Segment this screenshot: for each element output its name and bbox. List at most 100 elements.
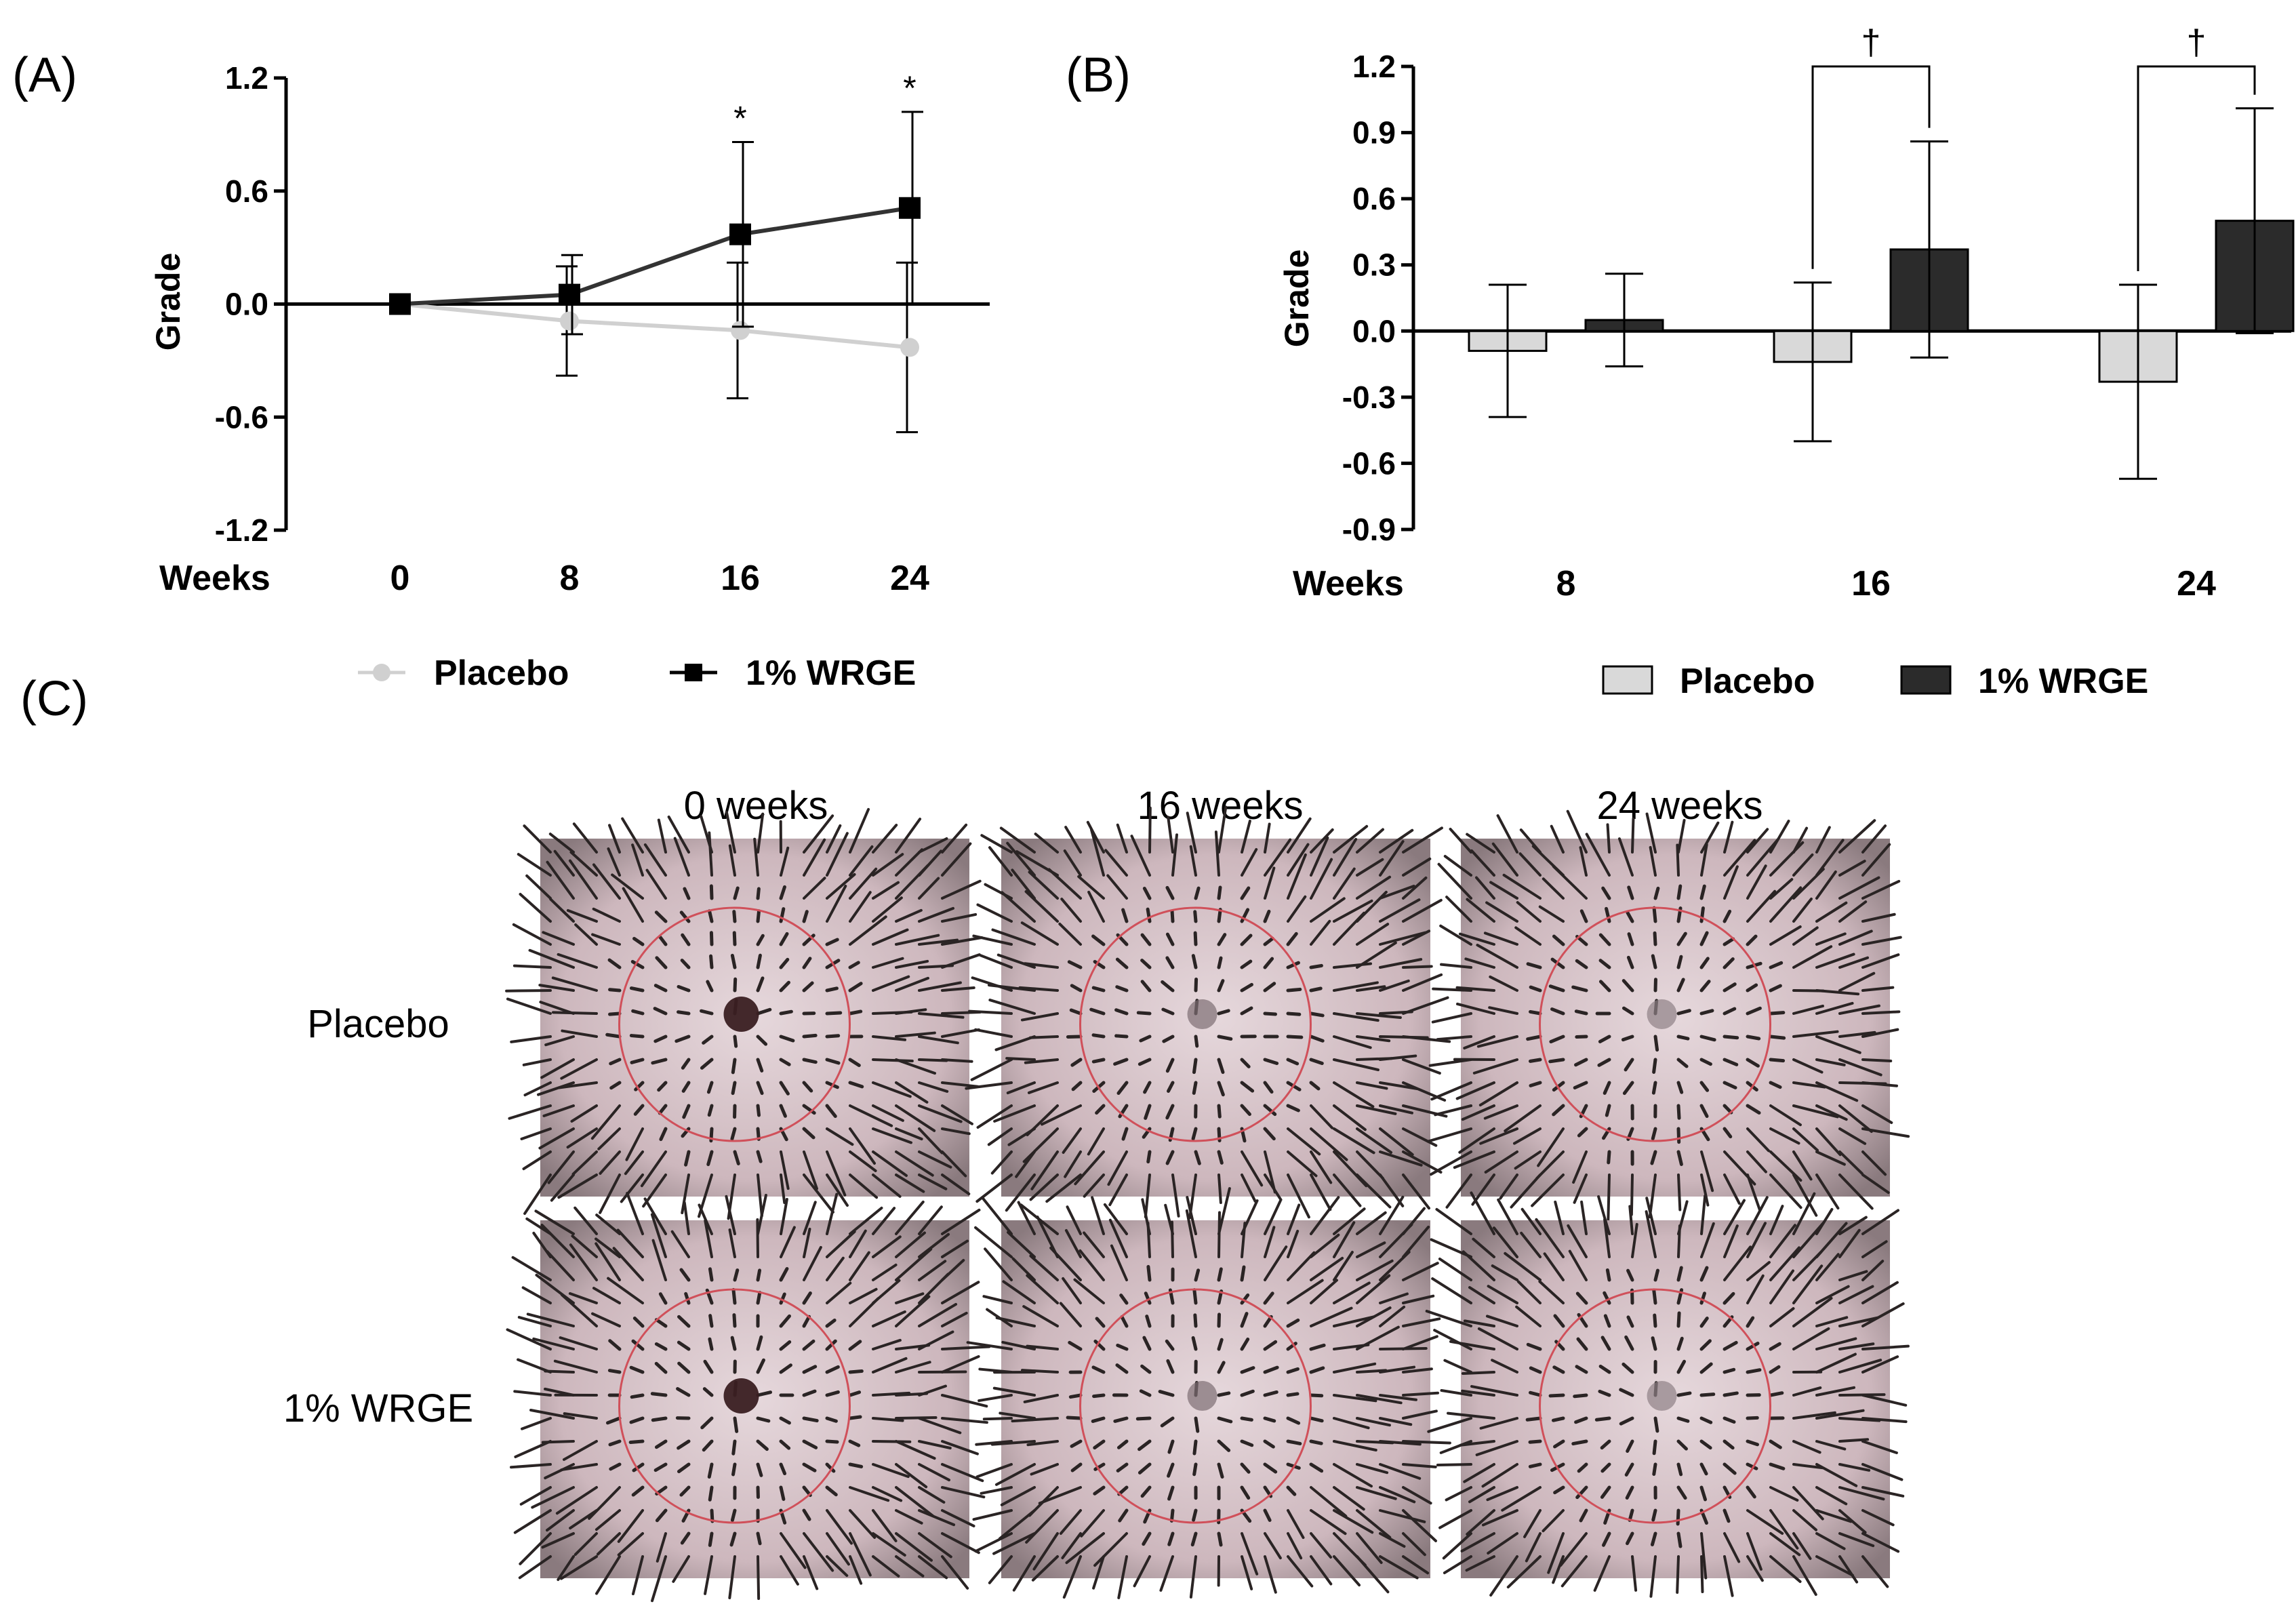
hair-strand xyxy=(1475,1440,1518,1457)
chart-a-xtick-label: 0 xyxy=(390,559,410,598)
hair-strand xyxy=(1445,1486,1472,1502)
hair-strand xyxy=(1263,1439,1275,1449)
hair-strand xyxy=(895,1463,928,1489)
hair-strand xyxy=(1333,1463,1373,1488)
hair-strand xyxy=(1025,1509,1059,1544)
hair-strand xyxy=(779,1058,791,1066)
hair-strand xyxy=(756,1462,763,1477)
hair-strand xyxy=(645,868,667,900)
hair-strand xyxy=(941,1555,969,1590)
hair-strand xyxy=(1379,1417,1413,1426)
hair-strand xyxy=(1815,1386,1856,1397)
panel-label-c: (C) xyxy=(20,672,88,726)
hair-strand xyxy=(1861,1281,1899,1304)
hair-strand xyxy=(972,934,1013,946)
chart-b-ytick-label: -0.3 xyxy=(1342,380,1396,415)
hair-strand xyxy=(1379,1394,1417,1401)
hair-strand xyxy=(681,933,691,946)
chart-a-xtick-label: 8 xyxy=(560,559,580,598)
hair-strand xyxy=(643,843,667,877)
hair-strand xyxy=(1263,957,1274,969)
hair-strand xyxy=(1746,1174,1762,1212)
hair-strand xyxy=(681,1174,690,1215)
hair-strand xyxy=(1769,1269,1794,1304)
hair-strand xyxy=(1431,1277,1472,1304)
hair-strand xyxy=(1356,1241,1386,1258)
hair-strand xyxy=(1455,986,1495,992)
hair-strand xyxy=(1142,1531,1152,1546)
hair-strand xyxy=(654,1439,668,1449)
hair-strand xyxy=(825,1058,841,1065)
hair-strand xyxy=(1676,1035,1690,1041)
chart-b: 1.20.90.60.30.0-0.3-0.6-0.9 Grade Weeks … xyxy=(1278,23,2295,701)
hair-strand xyxy=(918,837,948,854)
hair-strand xyxy=(825,1462,836,1473)
hair-strand xyxy=(654,1342,668,1351)
chart-b-ytick-label: 0.3 xyxy=(1352,247,1396,283)
hair-strand xyxy=(1815,1337,1857,1350)
hair-strand xyxy=(1356,1211,1387,1235)
photo-col-title-0: 0 weeks xyxy=(684,784,828,828)
hair-strand xyxy=(992,1386,1036,1397)
hair-strand xyxy=(1627,885,1634,900)
hair-strand xyxy=(1286,1058,1300,1066)
hair-strand xyxy=(1815,1058,1846,1066)
hair-strand xyxy=(1091,1416,1106,1423)
hair-strand xyxy=(1286,1416,1301,1425)
hair-strand xyxy=(895,1292,925,1304)
hair-strand xyxy=(629,1034,645,1039)
chart-a-ylabel: Grade xyxy=(149,253,187,351)
hair-strand xyxy=(1769,1509,1799,1550)
hair-strand xyxy=(1309,986,1323,993)
hair-strand xyxy=(1468,1286,1495,1304)
hair-strand xyxy=(1310,1233,1340,1258)
hair-strand xyxy=(1007,1230,1036,1258)
hair-strand xyxy=(1217,885,1222,900)
hair-strand xyxy=(1310,1532,1333,1559)
hair-strand xyxy=(1160,1416,1175,1428)
hair-strand xyxy=(1309,1035,1325,1043)
hair-strand xyxy=(1402,1440,1451,1445)
chart-b-y-ticks: 1.20.90.60.30.0-0.3-0.6-0.9 xyxy=(1342,49,1413,547)
hair-strand xyxy=(1117,1555,1128,1599)
hair-strand xyxy=(941,842,972,877)
hair-strand xyxy=(994,1035,1036,1051)
hair-strand xyxy=(1379,828,1414,854)
hair-strand xyxy=(895,1031,936,1038)
hair-strand xyxy=(872,1081,912,1098)
hair-strand xyxy=(1194,886,1201,900)
hair-strand xyxy=(1605,1104,1611,1117)
hair-strand xyxy=(1520,1207,1542,1235)
chart-a-xtick-label: 24 xyxy=(890,559,929,598)
hair-strand xyxy=(895,908,923,923)
hair-strand xyxy=(508,1104,552,1120)
hair-strand xyxy=(1815,901,1848,923)
legend-wrge-marker xyxy=(685,664,702,681)
hair-strand xyxy=(972,1509,1013,1521)
hair-strand xyxy=(1310,836,1329,877)
hair-strand xyxy=(1309,1081,1321,1091)
hair-strand xyxy=(1601,886,1611,900)
hair-strand xyxy=(1815,826,1831,854)
hair-strand xyxy=(1104,849,1128,877)
hair-strand xyxy=(679,1268,691,1282)
hair-strand xyxy=(1792,1386,1822,1397)
hair-strand xyxy=(1171,833,1179,877)
legend-placebo-label: Placebo xyxy=(1680,662,1815,701)
hair-strand xyxy=(941,1281,980,1304)
hair-strand xyxy=(566,908,598,923)
hair-strand xyxy=(1652,1058,1657,1074)
hair-strand xyxy=(630,960,645,969)
hair-strand xyxy=(1287,1127,1321,1156)
photo-cell xyxy=(1426,809,1910,1222)
hair-strand xyxy=(1240,1006,1253,1016)
hair-strand xyxy=(872,928,909,946)
hair-strand xyxy=(779,1292,786,1305)
hair-strand xyxy=(1625,1531,1634,1546)
hair-strand xyxy=(1309,963,1323,969)
chart-a-y-ticks: 1.20.60.0-0.6-1.2 xyxy=(215,60,286,548)
hair-strand xyxy=(779,885,786,900)
hair-strand xyxy=(779,1314,791,1328)
hair-strand xyxy=(1445,1174,1472,1209)
hair-strand xyxy=(1142,887,1152,900)
